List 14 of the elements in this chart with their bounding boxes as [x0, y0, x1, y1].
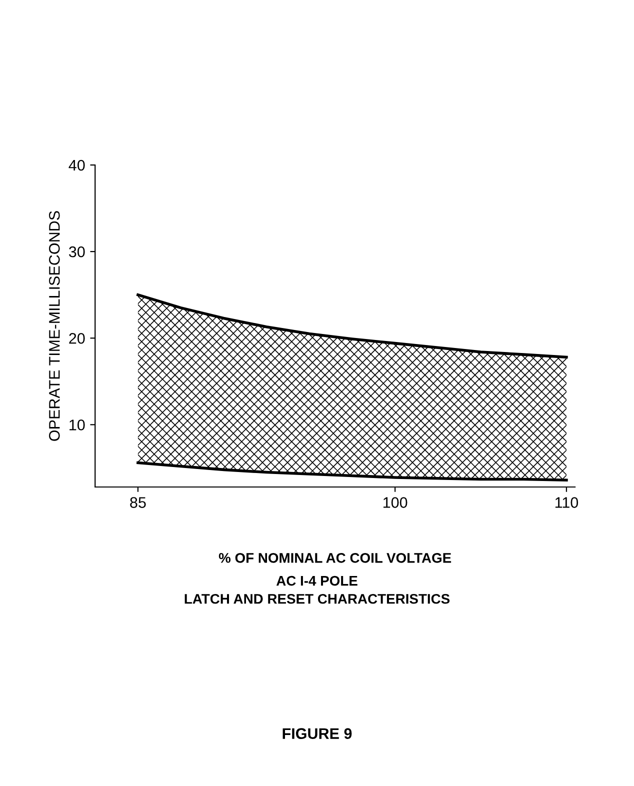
line-series: [136, 293, 568, 359]
text: LATCH AND RESET CHARACTERISTICS: [184, 594, 450, 604]
x-tick-label: 85: [130, 497, 146, 508]
text: AC I-4 POLE: [276, 576, 358, 586]
y-axis-title: OPERATE TIME-MILLISECONDS: [48, 211, 60, 441]
x-axis-title: % OF NOMINAL AC COIL VOLTAGE: [218, 552, 452, 563]
y-tick-label: 20: [69, 332, 85, 344]
line-series: [136, 461, 568, 482]
caption: FIGURE 9: [282, 728, 352, 739]
y-tick-label: 30: [68, 246, 85, 258]
x-tick-label: 110: [555, 497, 578, 508]
y-tick-label: 40: [68, 160, 85, 171]
x-tick-label: 100: [383, 497, 408, 508]
y-tick-label: 10: [70, 420, 85, 430]
